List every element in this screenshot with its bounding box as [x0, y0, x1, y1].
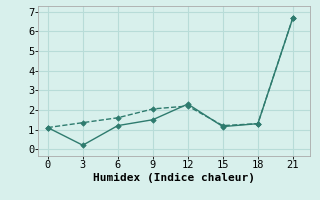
- X-axis label: Humidex (Indice chaleur): Humidex (Indice chaleur): [93, 173, 255, 183]
